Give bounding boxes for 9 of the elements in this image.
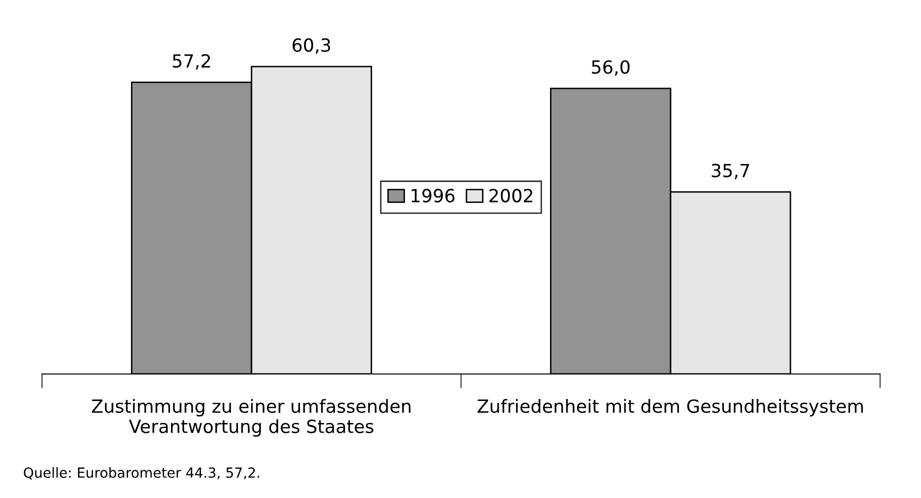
source-note: Quelle: Eurobarometer 44.3, 57,2. <box>24 467 260 480</box>
data-label: 60,3 <box>292 38 330 54</box>
legend-label: 2002 <box>489 188 532 202</box>
data-label: 56,0 <box>592 60 630 76</box>
data-label: 35,7 <box>712 164 750 180</box>
x-tick-label: Zustimmung zu einer umfassenden Verantwortung des Staates <box>92 399 410 437</box>
legend-label: 1996 <box>412 188 454 202</box>
data-label: 57,2 <box>172 54 210 70</box>
x-tick-label: Zufriedenheit mit dem Gesundheitssystem <box>478 399 863 416</box>
